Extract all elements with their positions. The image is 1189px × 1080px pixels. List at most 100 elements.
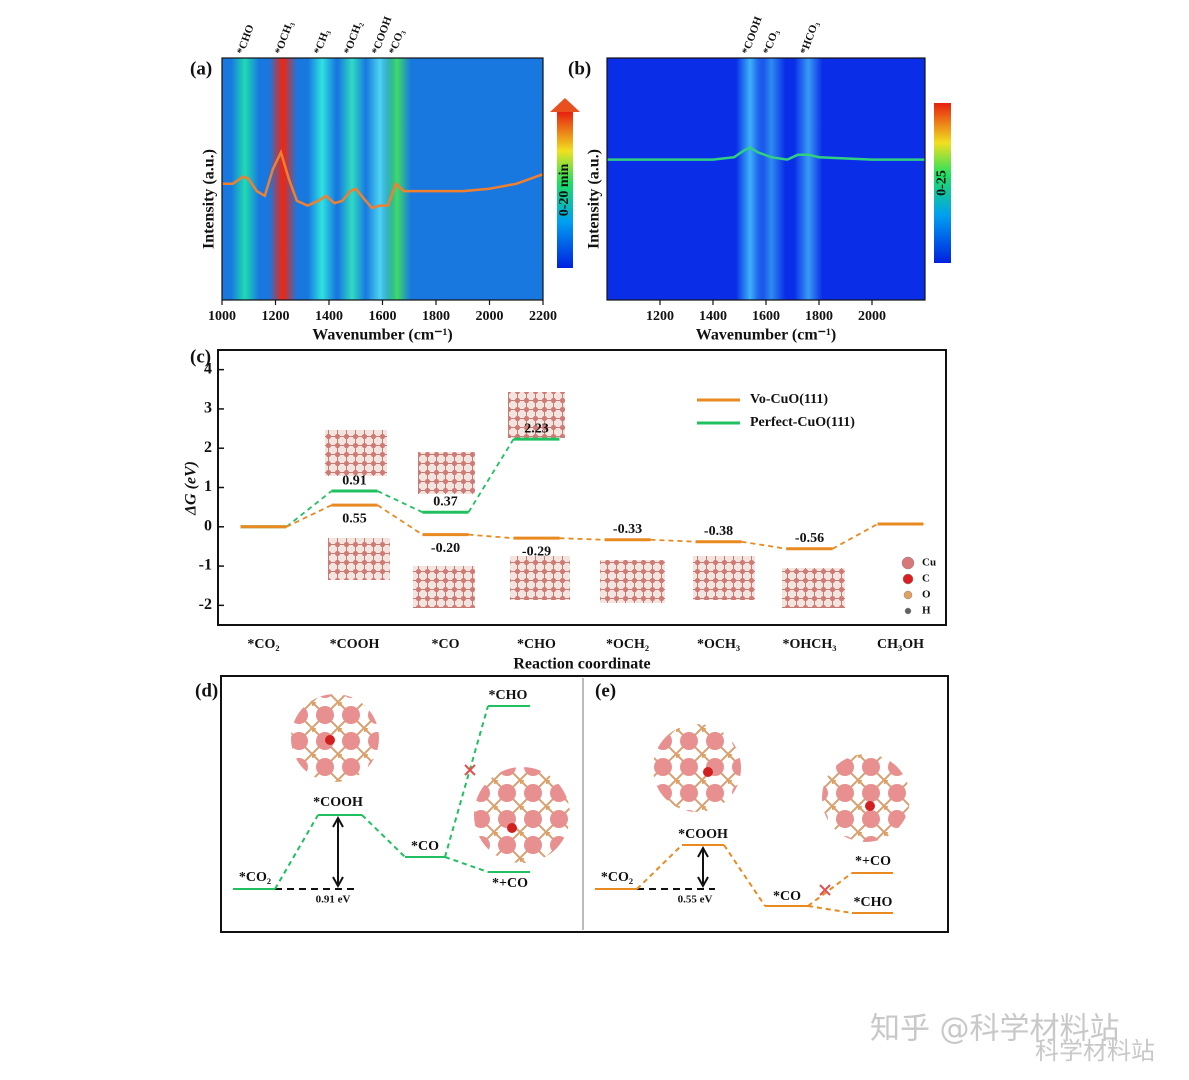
atom-label: O	[922, 589, 931, 601]
x-tick-label: *COOH	[330, 637, 380, 652]
connector	[832, 523, 878, 550]
x-axis-label: Wavenumber (cm⁻¹)	[312, 327, 452, 344]
value-label: -0.56	[795, 531, 824, 546]
level-label: *CHO	[854, 895, 893, 910]
y-axis-label: ΔG (eV)	[183, 461, 200, 516]
structure	[693, 556, 755, 600]
x-tick-label: 1800	[422, 309, 450, 324]
x-axis-label: Wavenumber (cm⁻¹)	[696, 327, 836, 344]
barrier-label: 0.55 eV	[678, 894, 713, 906]
arrow-heads	[332, 815, 344, 889]
paths-d	[233, 705, 530, 890]
atom-swatch	[902, 573, 914, 585]
blocked	[819, 884, 831, 896]
y-tick-label: 0	[204, 517, 212, 534]
structure	[508, 392, 565, 438]
x-tick-label: *CHO	[517, 637, 556, 652]
connector	[807, 872, 853, 907]
cluster	[291, 694, 379, 782]
y-tick-label: -2	[199, 596, 212, 613]
x-tick-label: *CO₂	[247, 637, 279, 652]
y-tick-label: 4	[204, 360, 212, 377]
atom	[865, 801, 875, 811]
spectrum-line	[607, 146, 925, 161]
level-label: *+CO	[855, 854, 891, 869]
x-tick-label: 1400	[699, 309, 727, 324]
structure	[325, 430, 387, 476]
legend-label: Perfect-CuO(111)	[750, 415, 855, 430]
level-label: *CO	[411, 839, 439, 854]
structure	[328, 538, 390, 580]
band-label: *OCH₃	[273, 19, 296, 56]
atom-swatch	[904, 607, 912, 615]
connector	[377, 490, 423, 514]
colorbar-arrow	[550, 98, 580, 112]
atom	[507, 823, 517, 833]
x-tick-label: 1000	[208, 309, 236, 324]
colorbar-label: 0-20 min	[557, 164, 572, 217]
panel-label: (b)	[568, 58, 591, 79]
atom	[325, 735, 335, 745]
band	[794, 58, 823, 300]
value-label: -0.29	[522, 544, 551, 559]
cluster	[822, 754, 910, 842]
level-label: *CO₂	[601, 870, 633, 885]
connector	[468, 533, 514, 540]
x-tick-label: *OCH₂	[606, 637, 649, 652]
band	[338, 58, 367, 300]
value-label: 0.55	[342, 511, 367, 526]
connector	[741, 540, 787, 550]
band	[757, 58, 786, 300]
level-label: *COOH	[313, 795, 363, 810]
connector	[723, 844, 766, 907]
blocked	[464, 764, 476, 776]
panel-label: (a)	[190, 58, 212, 79]
atom-label: Cu	[922, 557, 936, 569]
paths-e	[595, 844, 893, 914]
x-tick-label: 2200	[529, 309, 557, 324]
value-label: 0.91	[342, 473, 367, 488]
level-label: *CHO	[489, 688, 528, 703]
x-tick-label: 1800	[805, 309, 833, 324]
connector	[444, 856, 489, 873]
atom-label: C	[922, 573, 930, 585]
value-label: -0.20	[431, 541, 460, 556]
panel-label: (e)	[595, 680, 616, 701]
x-tick-label: 1200	[646, 309, 674, 324]
band	[308, 58, 337, 300]
x-axis-label: Reaction coordinate	[513, 656, 650, 673]
y-tick-label: -1	[199, 557, 212, 574]
atom-swatch	[903, 590, 913, 600]
band-label: *CHO	[235, 23, 257, 56]
colorbar-label: 0-25	[935, 170, 950, 196]
level-label: *CO	[773, 889, 801, 904]
x-tick-label: *OCH₃	[697, 637, 740, 652]
connector	[807, 905, 853, 914]
cluster	[474, 767, 570, 863]
band	[231, 58, 260, 300]
connector	[650, 538, 696, 543]
x-tick-label: 2000	[476, 309, 504, 324]
band-label: *CO₃	[761, 27, 781, 56]
band-label: *HCO₃	[798, 19, 821, 56]
connector	[361, 814, 406, 858]
level-label: *CO₂	[239, 870, 271, 885]
barrier-label: 0.91 eV	[316, 894, 351, 906]
y-tick-label: 3	[204, 400, 212, 417]
panel-label: (d)	[195, 680, 218, 701]
atom	[703, 767, 713, 777]
connector	[274, 814, 319, 890]
y-axis-label: Intensity (a.u.)	[586, 149, 603, 249]
x-tick-label: 1200	[262, 309, 290, 324]
value-label: -0.33	[613, 522, 642, 537]
connector	[636, 844, 683, 890]
x-tick-label: 2000	[858, 309, 886, 324]
connector	[444, 705, 489, 858]
level-label: *+CO	[492, 876, 528, 891]
structure	[418, 452, 475, 494]
y-tick-label: 1	[204, 478, 212, 495]
band	[268, 58, 297, 300]
structures	[325, 392, 845, 608]
x-tick-label: 1400	[315, 309, 343, 324]
arrow-heads	[697, 845, 709, 889]
